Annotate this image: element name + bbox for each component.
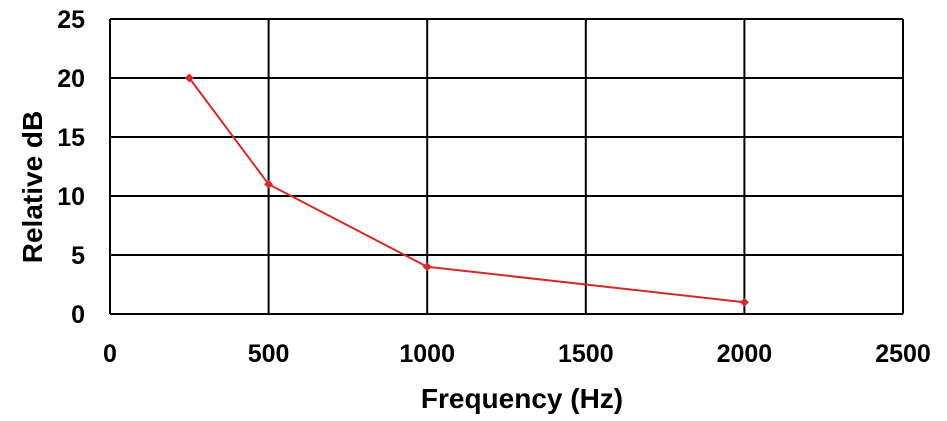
chart-grid: [109, 18, 904, 315]
x-tick-label: 500: [248, 340, 290, 368]
x-tick-label: 2000: [717, 340, 773, 368]
x-tick-label: 2500: [875, 340, 931, 368]
chart-series: [184, 73, 749, 307]
y-tick-label: 10: [57, 183, 85, 211]
y-tick-label: 20: [57, 65, 85, 93]
series-line: [188, 77, 745, 304]
data-point-marker: [739, 297, 749, 307]
x-axis-title: Frequency (Hz): [421, 383, 623, 414]
chart-tick-labels: 0 5 10 15 20 25 0 500 1000 1500 2000 2500: [57, 6, 931, 368]
y-tick-label: 25: [57, 6, 85, 34]
data-point-marker: [422, 262, 432, 272]
y-tick-label: 5: [71, 242, 85, 270]
x-tick-label: 1000: [399, 340, 455, 368]
data-point-marker: [184, 73, 194, 83]
data-point-marker: [264, 179, 274, 189]
y-tick-label: 15: [57, 124, 85, 152]
x-tick-label: 0: [103, 340, 117, 368]
x-tick-label: 1500: [558, 340, 614, 368]
y-tick-label: 0: [71, 301, 85, 329]
y-axis-title: Relative dB: [17, 111, 48, 264]
